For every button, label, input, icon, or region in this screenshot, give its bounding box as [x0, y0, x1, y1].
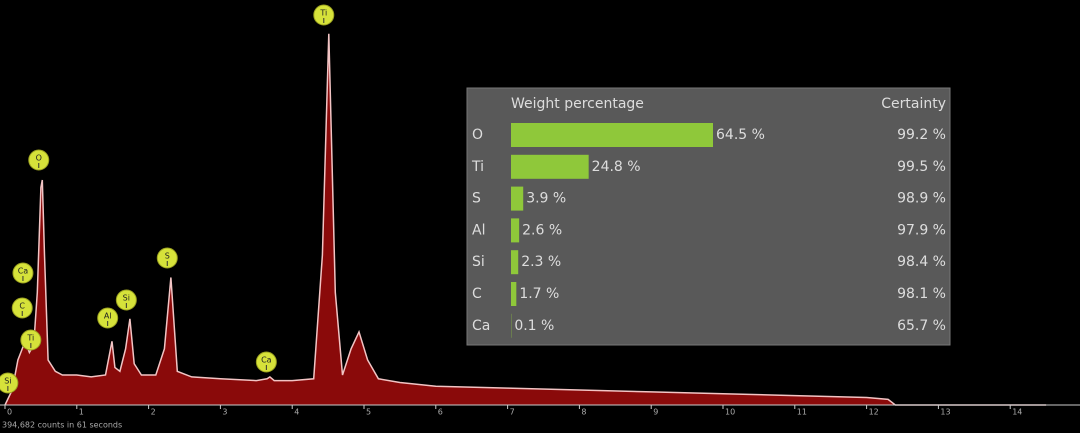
certainty-header: Certainty: [881, 96, 946, 112]
x-tick-label: 14: [1012, 408, 1022, 417]
x-tick-label: 5: [366, 408, 371, 417]
weight-label: 1.7 %: [519, 286, 559, 302]
x-tick-label: 10: [725, 408, 735, 417]
peak-marker: [255, 351, 277, 373]
certainty-value: 98.1 %: [897, 286, 946, 302]
weight-header: Weight percentage: [511, 96, 644, 112]
peak-label: Si: [4, 377, 11, 386]
weight-label: 0.1 %: [514, 318, 554, 334]
peak-label: C: [19, 302, 25, 311]
element-label: Ti: [471, 159, 484, 175]
element-label: S: [472, 191, 481, 207]
certainty-value: 98.9 %: [897, 191, 946, 207]
x-tick-label: 6: [438, 408, 443, 417]
weight-label: 3.9 %: [526, 191, 566, 207]
weight-label: 24.8 %: [592, 159, 641, 175]
peak-label: Ca: [261, 356, 272, 365]
certainty-value: 99.2 %: [897, 127, 946, 143]
peak-marker: [313, 4, 335, 26]
weight-bar: [511, 282, 517, 306]
certainty-value: 98.4 %: [897, 254, 946, 270]
x-tick-label: 4: [294, 408, 299, 417]
x-tick-label: 13: [940, 408, 950, 417]
peak-marker: [115, 289, 137, 311]
x-tick-label: 12: [869, 408, 879, 417]
peak-label: Ca: [18, 267, 29, 276]
x-tick-label: 2: [151, 408, 156, 417]
peak-marker: [20, 329, 42, 351]
peak-marker: [11, 297, 33, 319]
weight-bar: [511, 123, 713, 147]
certainty-value: 99.5 %: [897, 159, 946, 175]
x-tick-label: 1: [79, 408, 84, 417]
weight-bar: [511, 186, 524, 211]
x-tick-label: 8: [581, 408, 586, 417]
x-tick-label: 7: [510, 408, 515, 417]
element-label: O: [472, 127, 483, 143]
weight-label: 64.5 %: [716, 127, 765, 143]
spectrum: [4, 33, 1047, 406]
peak-marker: [0, 372, 19, 394]
element-label: Al: [472, 222, 485, 238]
x-tick-label: 11: [797, 408, 807, 417]
peak-label: Ti: [319, 9, 327, 18]
x-tick-label: 3: [222, 408, 227, 417]
peak-marker: [156, 247, 178, 269]
peak-marker: [97, 307, 119, 329]
x-tick-label: 0: [7, 408, 12, 417]
peak-label: O: [36, 154, 42, 163]
peak-label: Ti: [26, 334, 34, 343]
element-label: C: [472, 286, 482, 302]
weight-label: 2.3 %: [521, 254, 561, 270]
weight-bar: [511, 218, 520, 243]
element-label: Si: [472, 254, 485, 270]
peak-marker: [12, 262, 34, 284]
peak-marker: [28, 149, 50, 171]
peak-label: S: [165, 252, 170, 261]
peak-label: Al: [104, 312, 112, 321]
weight-bar: [511, 154, 589, 179]
weight-label: 2.6 %: [522, 222, 562, 238]
certainty-value: 97.9 %: [897, 222, 946, 238]
weight-bar: [511, 250, 519, 275]
element-label: Ca: [472, 318, 490, 334]
certainty-value: 65.7 %: [897, 318, 946, 334]
x-tick-label: 9: [653, 408, 658, 417]
peak-label: Si: [123, 294, 130, 303]
footer: 394,682 counts in 61 seconds: [2, 421, 122, 430]
